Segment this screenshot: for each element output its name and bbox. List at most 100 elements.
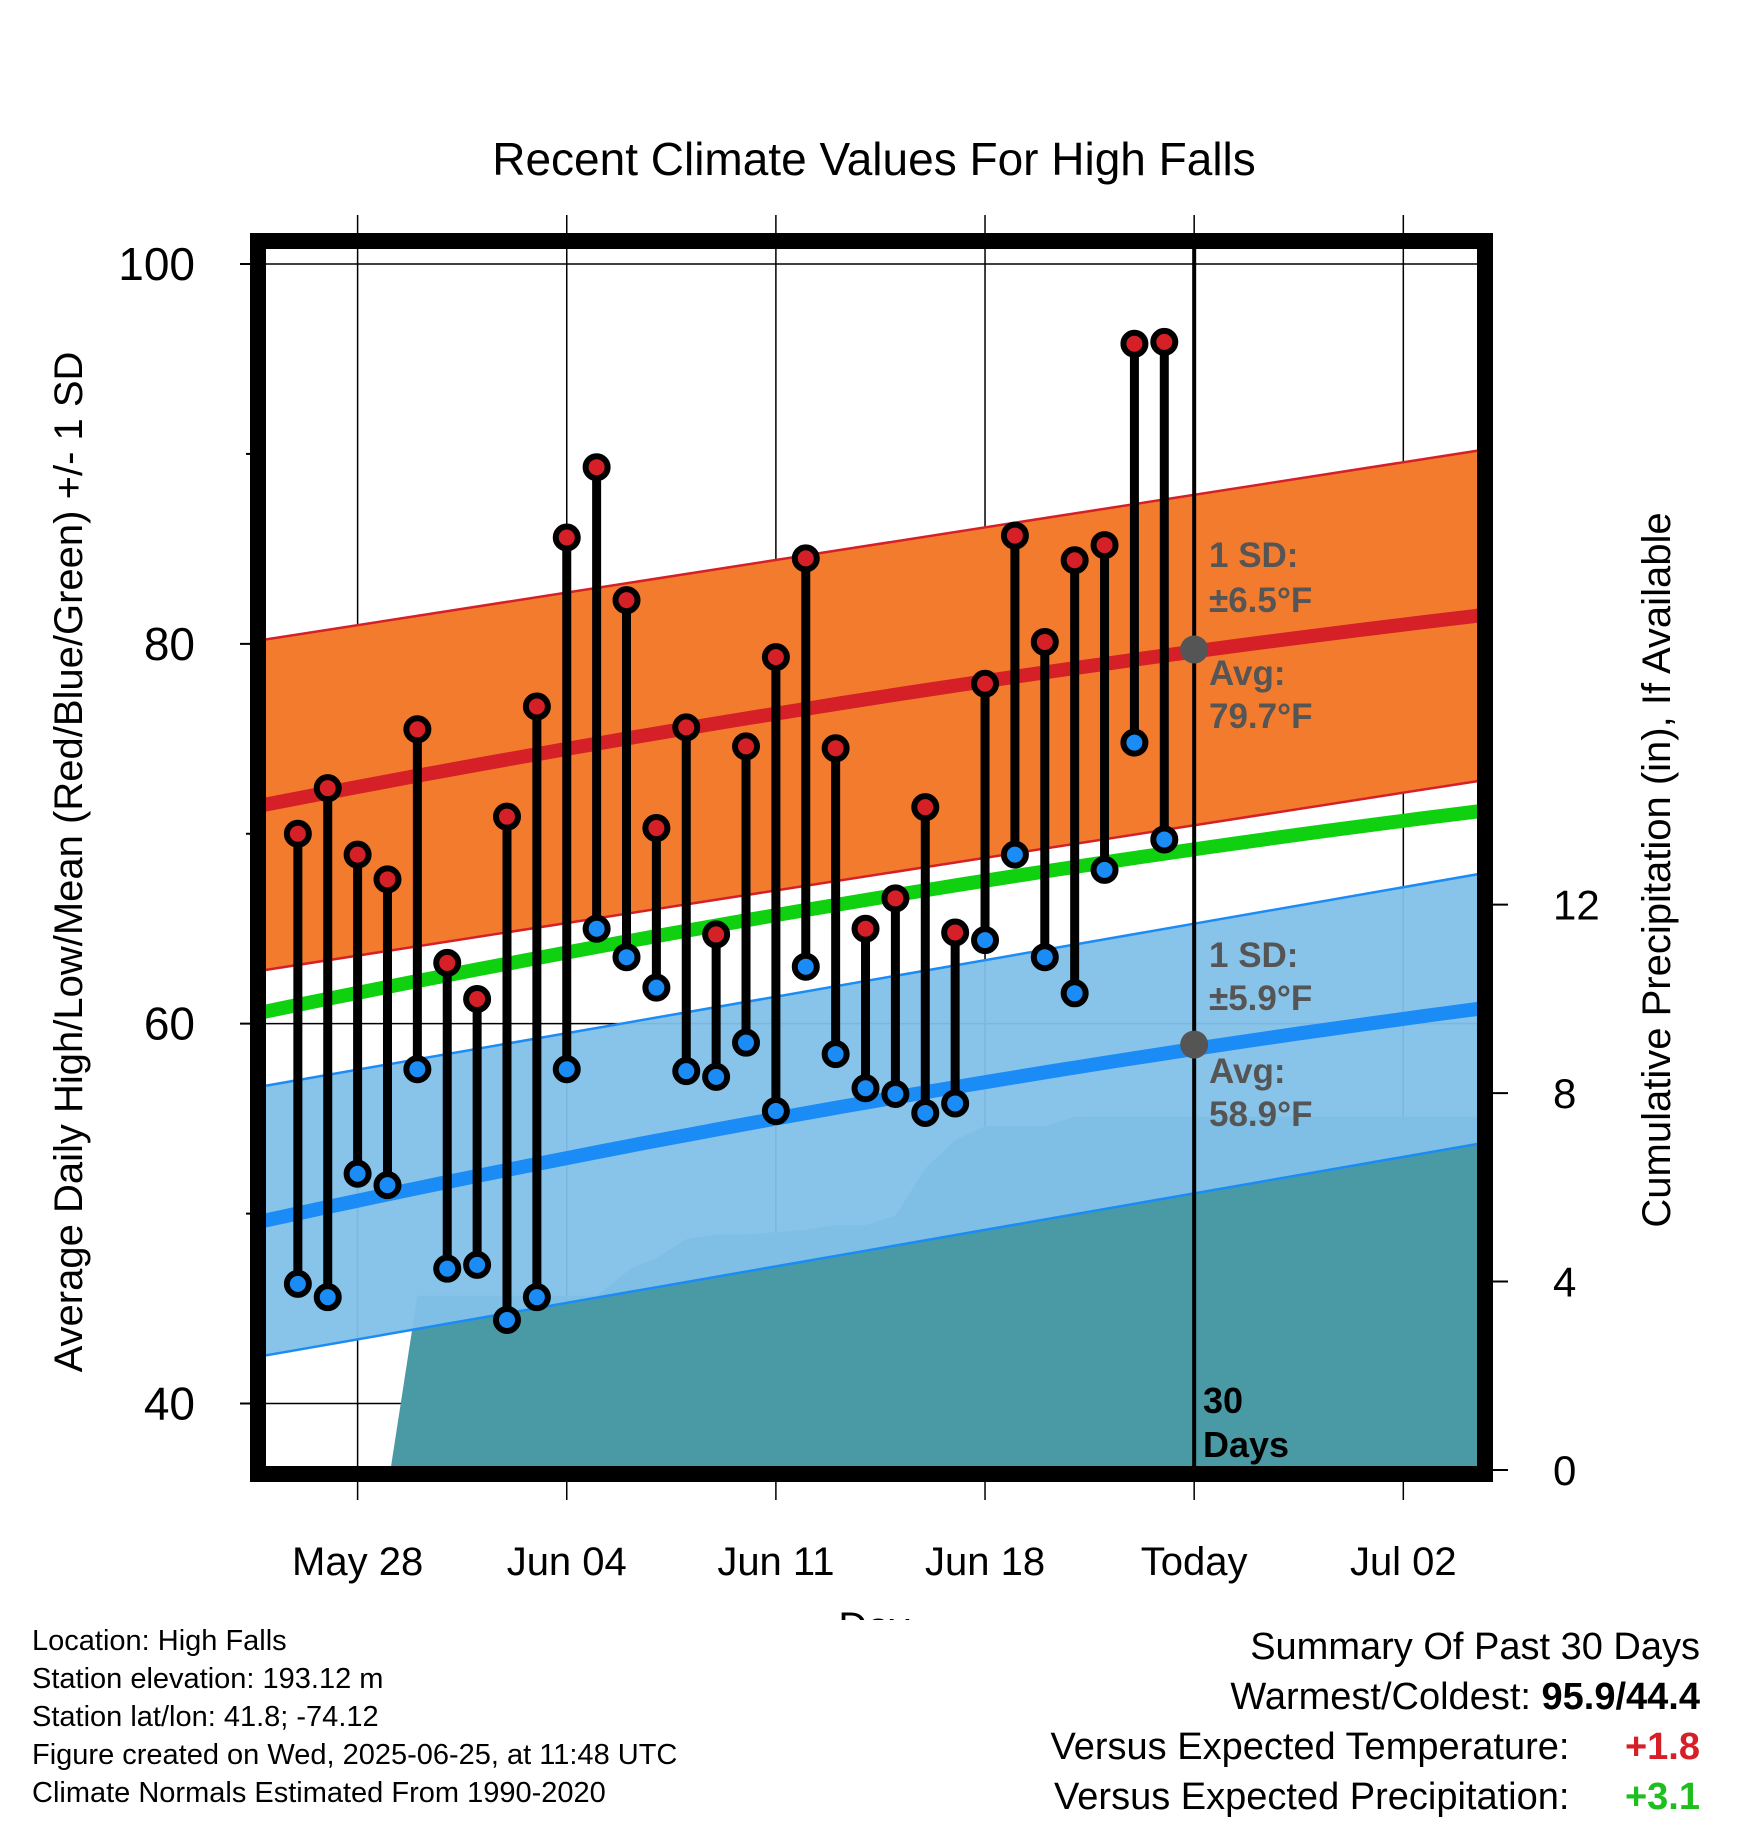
low-dot-10 <box>582 914 611 943</box>
x-tick-label-2: Jun 11 <box>717 1540 834 1584</box>
y-tick-label-2: 80 <box>144 618 195 670</box>
low-dot-6 <box>463 1250 492 1279</box>
high-dot-14 <box>702 920 731 949</box>
normals-text: Climate Normals Estimated From 1990-2020 <box>32 1777 606 1809</box>
high-dot-1 <box>313 774 342 803</box>
low-dot-1 <box>313 1283 342 1312</box>
low-dot-11 <box>612 943 641 972</box>
summary-title: Summary Of Past 30 Days <box>1250 1626 1700 1668</box>
plot-frame <box>250 233 1493 1482</box>
normal-mean-line <box>260 804 1482 1020</box>
normal-low-line <box>260 1001 1482 1229</box>
location-text: Location: High Falls <box>32 1625 287 1657</box>
low-dot-8 <box>522 1283 551 1312</box>
high-dot-27 <box>1090 531 1119 560</box>
high-dot-9 <box>552 523 581 552</box>
low-dot-20 <box>881 1079 910 1108</box>
high-dot-11 <box>612 586 641 615</box>
high-dot-15 <box>732 732 761 761</box>
high-dot-18 <box>821 734 850 763</box>
climate-chart: 40 60 80 100 0 4 8 12 May 28 Jun 04 Jun 11 Jun 18 To… <box>47 133 1679 1620</box>
low-dot-26 <box>1060 979 1089 1008</box>
low-dot-15 <box>732 1028 761 1057</box>
high-band-lower-edge <box>261 779 1482 972</box>
low-dot-27 <box>1090 855 1119 884</box>
x-tick-label-1: Jun 04 <box>507 1540 627 1584</box>
summary-precip: Versus Expected Precipitation: +3.1 <box>1051 1772 1700 1822</box>
low-dot-24 <box>1000 840 1029 869</box>
low-dot-23 <box>971 926 1000 955</box>
high-sd-label: 1 SD: <box>1209 536 1298 575</box>
high-dot-26 <box>1060 546 1089 575</box>
low-dot-13 <box>672 1057 701 1086</box>
low-band-upper-edge <box>261 872 1482 1088</box>
precip-area <box>390 1116 1482 1470</box>
high-dot-8 <box>522 692 551 721</box>
high-dot-2 <box>343 840 372 869</box>
y2-axis-label: Cumulative Precipitation (in), If Availa… <box>1635 512 1679 1227</box>
y2-tick-label-2: 8 <box>1553 1070 1576 1117</box>
low-band-lower-edge <box>261 1142 1482 1358</box>
temp-value: +1.8 <box>1624 1726 1700 1768</box>
warm-cold-label: Warmest/Coldest: <box>1230 1676 1531 1718</box>
high-band-upper-edge <box>261 448 1482 642</box>
low-sd-band <box>262 873 1481 1357</box>
latlon-text: Station lat/lon: 41.8; -74.12 <box>32 1701 379 1733</box>
high-avg-value: 79.7°F <box>1209 697 1313 736</box>
high-dot-16 <box>761 643 790 672</box>
y-tick-label-1: 60 <box>144 998 195 1050</box>
high-dot-23 <box>971 669 1000 698</box>
low-avg-value: 58.9°F <box>1209 1095 1313 1134</box>
high-dot-5 <box>433 948 462 977</box>
high-dot-28 <box>1120 329 1149 358</box>
high-dot-21 <box>911 793 940 822</box>
high-dot-20 <box>881 884 910 913</box>
low-dot-4 <box>403 1055 432 1084</box>
high-sd-value: ±6.5°F <box>1209 581 1312 620</box>
x-tick-label-5: Jul 02 <box>1350 1540 1457 1584</box>
low-dot-5 <box>433 1254 462 1283</box>
high-avg-label: Avg: <box>1209 654 1285 693</box>
high-avg-marker <box>1180 635 1209 664</box>
high-dot-17 <box>791 544 820 573</box>
low-dot-12 <box>642 973 671 1002</box>
summary-panel: Summary Of Past 30 Days Warmest/Coldest:… <box>1051 1622 1700 1822</box>
low-dot-29 <box>1150 825 1179 854</box>
low-sd-label: 1 SD: <box>1209 936 1298 975</box>
chart-title: Recent Climate Values For High Falls <box>492 133 1256 185</box>
low-dot-3 <box>373 1171 402 1200</box>
today-days-number: 30 <box>1203 1380 1243 1421</box>
high-dot-4 <box>403 715 432 744</box>
low-dot-9 <box>552 1055 581 1084</box>
low-dot-14 <box>702 1062 731 1091</box>
high-dot-0 <box>283 819 312 848</box>
summary-warm-cold: Warmest/Coldest: 95.9/44.4 <box>1051 1672 1700 1722</box>
low-avg-label: Avg: <box>1209 1052 1285 1091</box>
high-dot-13 <box>672 713 701 742</box>
low-dot-18 <box>821 1040 850 1069</box>
y-tick-label-3: 100 <box>118 238 195 290</box>
y-tick-label-0: 40 <box>144 1378 195 1430</box>
y2-tick-label-3: 12 <box>1553 882 1600 929</box>
normal-high-line <box>260 608 1482 813</box>
x-tick-label-4: Today <box>1141 1540 1248 1584</box>
low-dot-25 <box>1030 943 1059 972</box>
low-dot-16 <box>761 1097 790 1126</box>
low-sd-value: ±5.9°F <box>1209 979 1312 1018</box>
low-dot-17 <box>791 952 820 981</box>
x-tick-label-0: May 28 <box>292 1540 423 1584</box>
low-dot-22 <box>941 1089 970 1118</box>
high-dot-19 <box>851 914 880 943</box>
high-dot-3 <box>373 865 402 894</box>
warm-cold-value: 95.9/44.4 <box>1541 1676 1700 1718</box>
high-dot-29 <box>1150 327 1179 356</box>
high-dot-7 <box>492 802 521 831</box>
low-dot-2 <box>343 1159 372 1188</box>
today-days-word: Days <box>1203 1424 1289 1465</box>
temp-label: Versus Expected Temperature: <box>1050 1726 1570 1768</box>
low-avg-marker <box>1180 1030 1209 1059</box>
high-dot-6 <box>463 984 492 1013</box>
precip-label: Versus Expected Precipitation: <box>1054 1776 1570 1818</box>
summary-temp: Versus Expected Temperature: +1.8 <box>1051 1722 1700 1772</box>
low-dot-21 <box>911 1098 940 1127</box>
